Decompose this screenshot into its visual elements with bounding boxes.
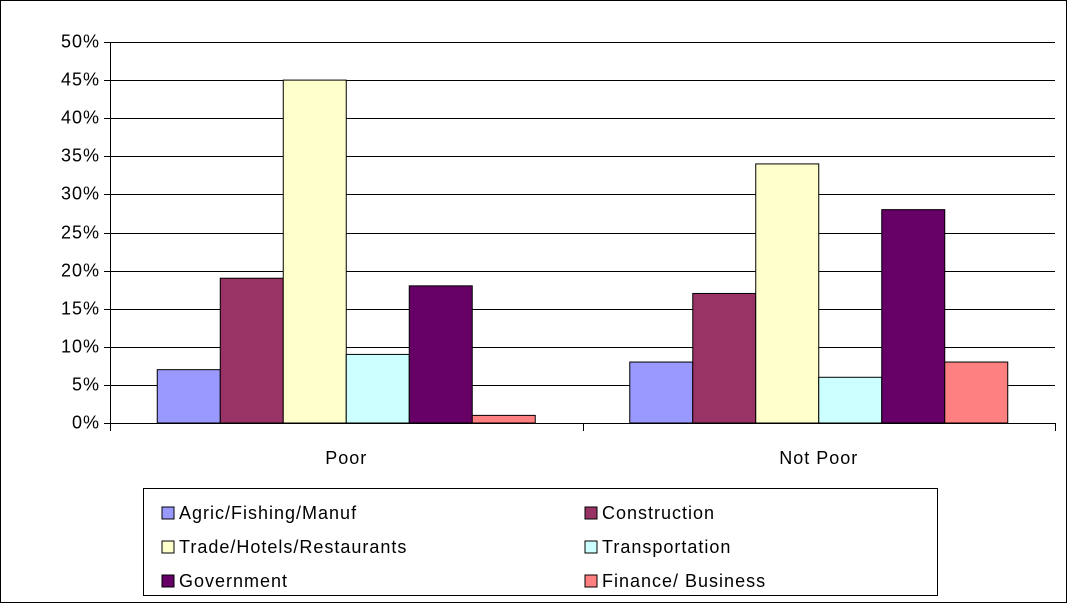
y-tick-label: 15% bbox=[61, 298, 100, 318]
bar bbox=[629, 361, 694, 424]
y-tick-label: 5% bbox=[72, 374, 100, 394]
y-tick-label: 45% bbox=[61, 69, 100, 89]
legend-swatch bbox=[161, 574, 175, 588]
y-tick-label: 20% bbox=[61, 260, 100, 280]
y-tick-label: 10% bbox=[61, 336, 100, 356]
legend-label: Government bbox=[179, 571, 288, 591]
legend-swatch bbox=[161, 540, 175, 554]
legend-label: Trade/Hotels/Restaurants bbox=[179, 537, 407, 557]
y-tick-label: 40% bbox=[61, 107, 100, 127]
legend-box bbox=[143, 488, 938, 596]
bar bbox=[818, 376, 883, 424]
legend-label: Transportation bbox=[602, 537, 731, 557]
legend-swatch bbox=[161, 506, 175, 520]
y-tick-label: 50% bbox=[61, 31, 100, 51]
x-tick-label: Not Poor bbox=[779, 448, 858, 468]
bar bbox=[471, 414, 536, 424]
bar bbox=[282, 79, 347, 424]
bar bbox=[408, 285, 473, 424]
bar bbox=[156, 369, 221, 424]
legend-swatch bbox=[584, 506, 598, 520]
legend-swatch bbox=[584, 540, 598, 554]
bar bbox=[345, 353, 410, 424]
y-tick-label: 25% bbox=[61, 222, 100, 242]
y-tick-label: 0% bbox=[72, 412, 100, 432]
y-tick-label: 35% bbox=[61, 145, 100, 165]
legend-label: Construction bbox=[602, 503, 715, 523]
y-tick-label: 30% bbox=[61, 183, 100, 203]
legend-label: Agric/Fishing/Manuf bbox=[179, 503, 357, 523]
bar bbox=[219, 277, 284, 424]
bar bbox=[881, 209, 946, 424]
legend-label: Finance/ Business bbox=[602, 571, 766, 591]
legend-swatch bbox=[584, 574, 598, 588]
bar bbox=[692, 292, 757, 424]
bar bbox=[944, 361, 1009, 424]
bar bbox=[755, 163, 820, 424]
x-tick-label: Poor bbox=[325, 448, 367, 468]
